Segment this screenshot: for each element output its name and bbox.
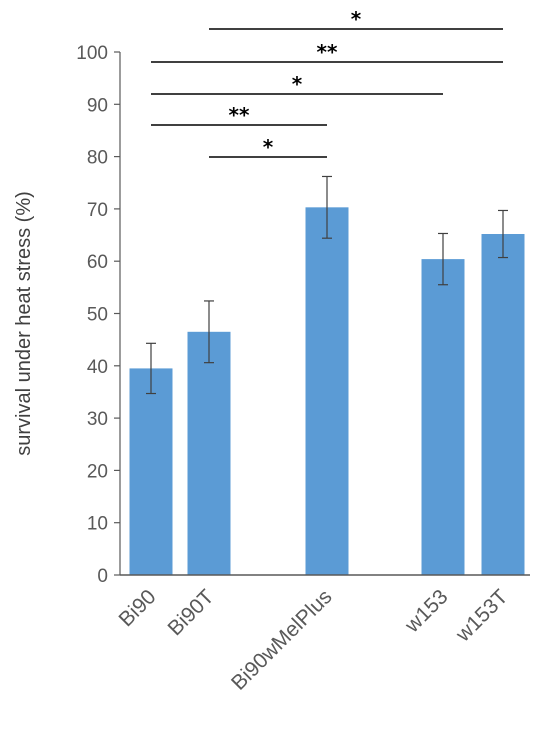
y-tick-label: 50: [87, 305, 108, 326]
y-tick-label: 100: [76, 43, 108, 64]
y-tick-label: 70: [87, 200, 108, 221]
y-axis-title: survival under heat stress (%): [13, 191, 35, 456]
y-tick-label: 60: [87, 252, 108, 273]
y-tick-label: 30: [87, 409, 108, 430]
y-tick-label: 90: [87, 95, 108, 116]
x-tick-label: Bi90: [115, 585, 161, 631]
significance-label: **: [229, 103, 250, 127]
y-tick-label: 80: [87, 148, 108, 169]
y-tick-label: 0: [97, 566, 108, 587]
significance-label: *: [292, 72, 303, 96]
y-tick-label: 20: [87, 461, 108, 482]
x-tick-label: Bi90wMelPlus: [227, 585, 337, 695]
bars: [129, 207, 525, 575]
bar-bi90t: [187, 331, 231, 575]
bar-bi90: [129, 368, 173, 575]
bar-w153t: [481, 234, 525, 575]
bar-bi90wmelplus: [305, 207, 349, 575]
x-tick-label: w153T: [451, 585, 513, 647]
significance-label: *: [351, 7, 362, 31]
error-bars: [146, 175, 508, 395]
significance-label: *: [263, 135, 274, 159]
y-tick-label: 10: [87, 514, 108, 535]
y-tick-label: 40: [87, 357, 108, 378]
significance-label: **: [317, 40, 338, 64]
x-axis: Bi90 Bi90T Bi90wMelPlus w153 w153T: [115, 574, 530, 695]
y-axis: 0 10 20 30 40 50 60 70 80 90 100: [76, 43, 121, 587]
x-tick-label: Bi90T: [163, 585, 218, 640]
x-tick-label: w153: [400, 585, 452, 637]
significance-brackets: *******: [151, 7, 503, 159]
bar-w153: [421, 259, 465, 575]
